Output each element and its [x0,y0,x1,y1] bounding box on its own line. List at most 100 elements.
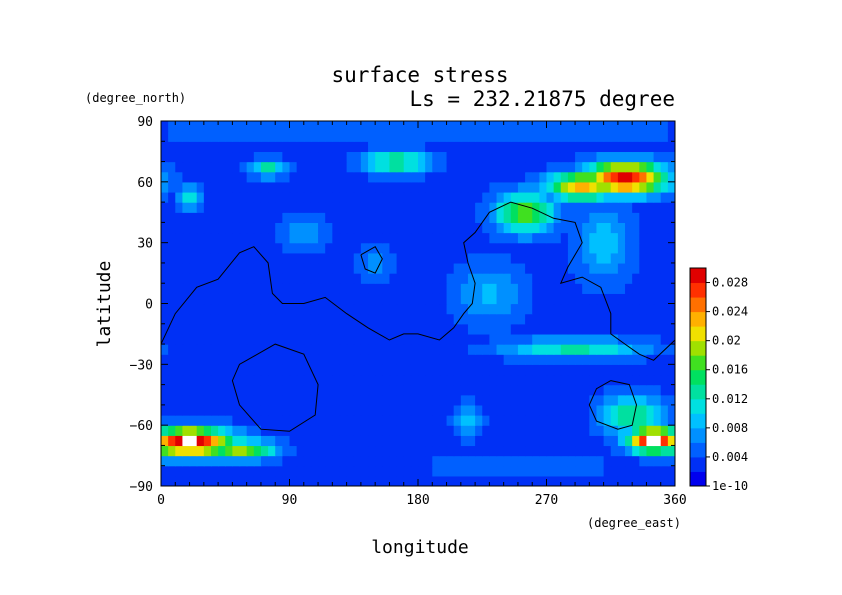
heatmap-cell [382,333,391,345]
heatmap-cell [260,333,269,345]
heatmap-cell [175,404,184,416]
heatmap-cell [425,425,433,436]
heatmap-cell [446,181,455,193]
heatmap-cell [482,242,490,254]
heatmap-cell [546,181,555,193]
colorbar-segment [690,268,706,284]
heatmap-cell [475,384,483,396]
heatmap-cell [175,394,184,406]
heatmap-cell [260,262,269,274]
heatmap-cell [275,344,283,355]
heatmap-cell [396,161,405,173]
heatmap-cell [489,283,498,294]
heatmap-cell [453,191,462,203]
heatmap-cell [282,222,291,234]
heatmap-cell [196,181,205,193]
heatmap-cell [639,262,648,274]
heatmap-cell [425,293,433,305]
heatmap-cell [232,323,241,335]
heatmap-cell [203,404,212,416]
x-axis-label: longitude [371,537,469,558]
heatmap-cell [360,141,369,153]
heatmap-cell [617,384,626,396]
heatmap-cell [182,475,191,486]
heatmap-cell [503,151,512,163]
heatmap-cell [510,394,519,406]
heatmap-cell [332,242,341,254]
heatmap-cell [617,344,626,355]
heatmap-cell [625,202,633,213]
heatmap-cell [603,131,612,142]
heatmap-cell [218,202,226,213]
heatmap-cell [546,171,555,183]
heatmap-cell [360,384,369,396]
heatmap-cell [296,222,305,234]
heatmap-cell [432,354,441,365]
heatmap-cell [196,384,205,396]
heatmap-cell [353,303,362,315]
heatmap-cell [667,202,675,213]
heatmap-cell [517,273,526,284]
heatmap-cell [375,171,383,183]
heatmap-cell [303,303,312,315]
heatmap-cell [503,364,512,376]
heatmap-cell [396,465,405,477]
heatmap-cell [646,323,655,335]
heatmap-cell [446,313,455,325]
heatmap-cell [318,191,326,203]
heatmap-cell [289,333,298,345]
heatmap-cell [318,283,326,294]
heatmap-cell [182,191,191,203]
heatmap-cell [239,435,248,447]
heatmap-cell [496,384,505,396]
heatmap-cell [525,465,533,477]
heatmap-cell [239,242,248,254]
heatmap-cell [339,333,348,345]
heatmap-cell [596,344,605,355]
heatmap-cell [496,415,505,426]
heatmap-cell [617,354,626,365]
heatmap-cell [432,374,441,386]
heatmap-cell [389,354,398,365]
colorbar-segment [690,384,706,400]
heatmap-cell [567,374,576,386]
heatmap-cell [189,212,198,223]
heatmap-cell [353,425,362,436]
heatmap-cell [646,131,655,142]
heatmap-cell [567,252,576,264]
heatmap-cell [396,394,405,406]
heatmap-cell [389,161,398,173]
heatmap-cell [532,202,540,213]
heatmap-cell [203,344,212,355]
heatmap-cell [546,384,555,396]
heatmap-cell [610,262,619,274]
heatmap-cell [253,313,262,325]
heatmap-cell [560,252,569,264]
heatmap-cell [617,191,626,203]
heatmap-cell [453,435,462,447]
heatmap-cell [339,435,348,447]
heatmap-cell [282,293,291,305]
heatmap-cell [482,283,490,294]
heatmap-cell [539,394,548,406]
heatmap-cell [646,475,655,486]
heatmap-cell [425,151,433,163]
heatmap-cell [596,273,605,284]
heatmap-cell [567,222,576,234]
heatmap-cell [539,333,548,345]
heatmap-cell [489,455,498,467]
heatmap-cell [553,262,562,274]
heatmap-cell [332,354,341,365]
heatmap-cell [646,171,655,183]
heatmap-cell [282,435,291,447]
heatmap-cell [418,273,426,284]
coastline-contours [161,201,675,432]
heatmap-cell [253,435,262,447]
heatmap-cell [353,161,362,173]
heatmap-cell [603,445,612,457]
heatmap-cell [360,394,369,406]
heatmap-cell [446,445,455,457]
y-tick-label: −30 [130,358,153,373]
heatmap-cell [503,303,512,315]
heatmap-cell [432,415,441,426]
